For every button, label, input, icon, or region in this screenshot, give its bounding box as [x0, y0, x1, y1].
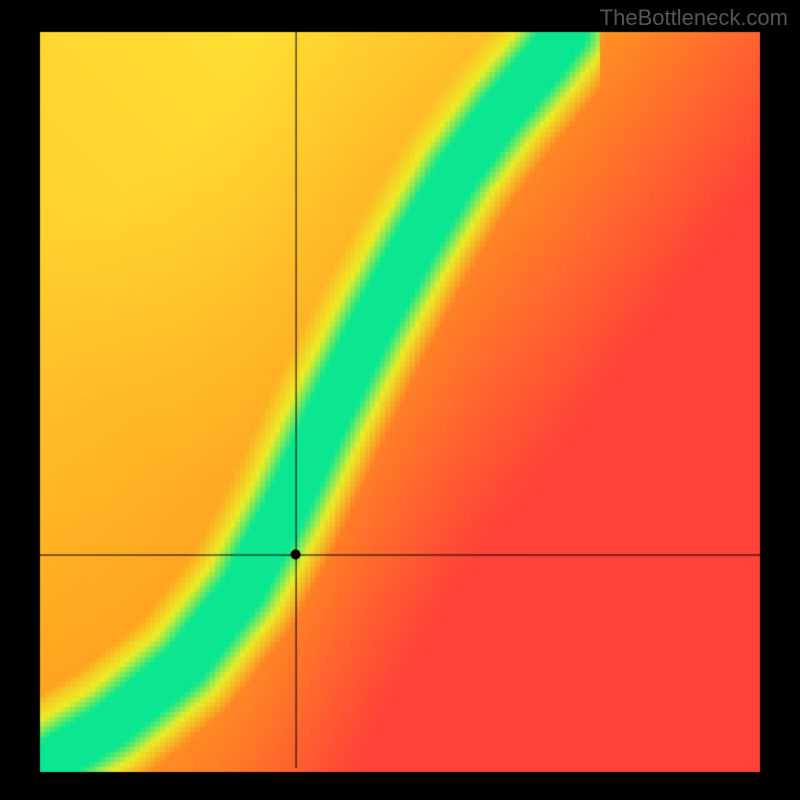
heatmap-canvas [0, 0, 800, 800]
chart-container: TheBottleneck.com [0, 0, 800, 800]
watermark-text: TheBottleneck.com [600, 5, 788, 31]
